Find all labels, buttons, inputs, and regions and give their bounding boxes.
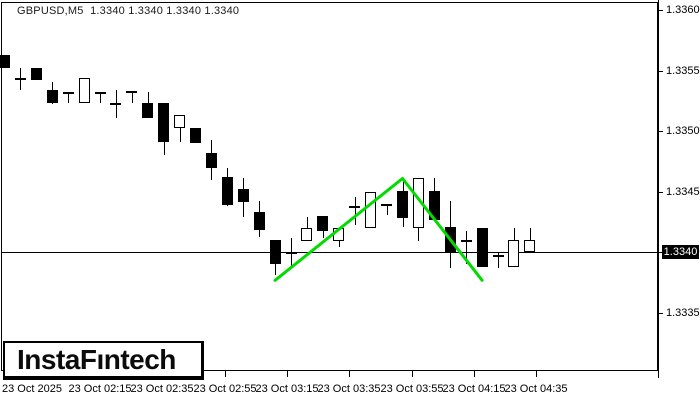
time-tick [225, 371, 226, 377]
candlestick [254, 212, 265, 230]
instafintech-logo: InstaFıntech [3, 341, 204, 380]
time-tick-label: 23 Oct 02:15 [68, 383, 132, 395]
time-tick-label: 23 Oct 02:55 [193, 383, 257, 395]
candlestick [158, 103, 169, 142]
time-tick [412, 371, 413, 377]
candlestick [524, 240, 535, 252]
candlestick [508, 240, 519, 267]
candle-wick [68, 92, 69, 103]
candle-wick [180, 115, 181, 142]
candlestick [190, 128, 201, 143]
time-tick [287, 371, 288, 377]
time-tick [474, 371, 475, 377]
candlestick [15, 78, 26, 80]
time-tick-label: 23 Oct 03:15 [255, 383, 319, 395]
price-tick [658, 71, 663, 72]
time-tick-label: 23 Oct 04:35 [504, 383, 568, 395]
candlestick [0, 55, 10, 68]
price-tick-label: 1.3335 [666, 307, 700, 319]
candlestick [493, 255, 504, 257]
instafintech-logo-text: InstaFıntech [17, 343, 176, 375]
time-tick-label: 23 Oct 03:35 [317, 383, 381, 395]
candle-wick [100, 92, 101, 103]
price-tick [658, 10, 663, 11]
candlestick [47, 90, 58, 103]
candlestick [79, 78, 90, 103]
candlestick [222, 177, 233, 205]
time-tick-label: 23 Oct 02:35 [130, 383, 194, 395]
candlestick [174, 115, 185, 128]
price-tick [658, 313, 663, 314]
candlestick [95, 92, 106, 94]
price-axis-line [658, 0, 659, 378]
candle-wick [498, 252, 499, 268]
time-tick [349, 371, 350, 377]
candlestick [126, 91, 137, 93]
time-tick [536, 371, 537, 377]
candlestick [31, 68, 42, 80]
candlestick [142, 103, 153, 118]
price-tick [658, 131, 663, 132]
candlestick [63, 92, 74, 94]
price-tick [658, 252, 663, 253]
chart-title: GBPUSD,M5 1.3340 1.3340 1.3340 1.3340 [17, 5, 240, 17]
candle-wick [132, 91, 133, 103]
time-tick-label: 23 Oct 2025 [2, 383, 62, 395]
price-tick-label: 1.3345 [666, 186, 700, 198]
current-price-tag: 1.3340 [662, 245, 699, 259]
price-tick-label: 1.3360 [666, 4, 700, 16]
time-tick-label: 23 Oct 04:15 [442, 383, 506, 395]
price-tick-label: 1.3350 [666, 125, 700, 137]
candlestick [110, 103, 121, 105]
time-tick-label: 23 Oct 03:55 [380, 383, 444, 395]
price-tick-label: 1.3355 [666, 65, 700, 77]
candlestick [206, 153, 217, 168]
price-tick [658, 192, 663, 193]
chart-plot-area[interactable] [2, 3, 657, 370]
candlestick [238, 189, 249, 202]
